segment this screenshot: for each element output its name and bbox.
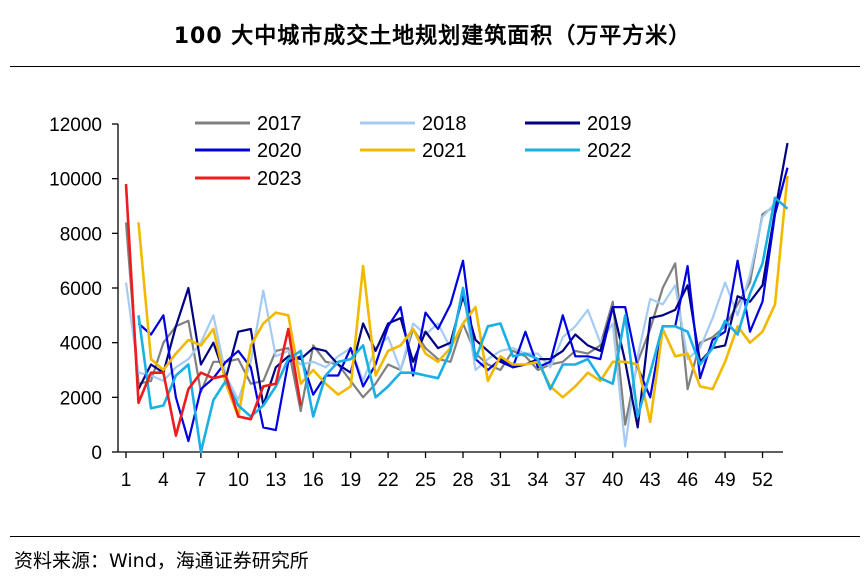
y-tick-label: 10000 xyxy=(49,170,102,191)
legend-label-2017: 2017 xyxy=(257,113,302,135)
y-tick-label: 6000 xyxy=(60,279,102,300)
x-tick-label: 16 xyxy=(303,470,324,491)
legend-label-2022: 2022 xyxy=(587,140,632,162)
series-line-2022 xyxy=(137,196,789,454)
x-tick-label: 37 xyxy=(565,470,586,491)
y-tick-label: 4000 xyxy=(60,334,102,355)
x-tick-label: 13 xyxy=(265,470,286,491)
title-divider xyxy=(10,66,860,67)
x-tick-label: 43 xyxy=(640,470,661,491)
x-tick-label: 22 xyxy=(378,470,399,491)
x-tick-label: 31 xyxy=(490,470,511,491)
series-line-2017 xyxy=(124,205,776,426)
chart-legend: 2017 2018 2019 2020 2021 2022 2023 xyxy=(195,113,632,190)
x-tick-label: 25 xyxy=(415,470,436,491)
x-tick-label: 52 xyxy=(752,470,773,491)
chart-axes: 0 2000 4000 6000 8000 10000 12000 1 4 7 10 13 16 19 22… xyxy=(49,115,783,491)
legend-label-2021: 2021 xyxy=(422,140,467,162)
y-tick-label: 2000 xyxy=(60,388,102,409)
x-tick-label: 7 xyxy=(196,470,207,491)
y-tick-label: 8000 xyxy=(60,224,102,245)
x-tick-label: 34 xyxy=(527,470,549,491)
series-line-2021 xyxy=(137,175,789,424)
x-tick-label: 40 xyxy=(602,470,623,491)
x-tick-label: 4 xyxy=(158,470,169,491)
y-tick-label: 12000 xyxy=(49,115,102,136)
x-tick-label: 49 xyxy=(715,470,736,491)
x-tick-label: 10 xyxy=(228,470,249,491)
legend-label-2018: 2018 xyxy=(422,113,467,135)
x-tick-label: 1 xyxy=(121,470,132,491)
x-tick-label: 46 xyxy=(677,470,698,491)
y-tick-label: 0 xyxy=(91,443,102,464)
legend-label-2020: 2020 xyxy=(257,140,302,162)
chart-plot-area xyxy=(124,142,789,454)
source-note: 资料来源：Wind，海通证券研究所 xyxy=(14,550,309,572)
legend-label-2019: 2019 xyxy=(587,113,632,135)
x-tick-label: 28 xyxy=(452,470,473,491)
x-tick-label: 19 xyxy=(340,470,361,491)
footer-divider xyxy=(10,536,860,537)
series-line-2023 xyxy=(124,184,302,437)
chart-title: 100 大中城市成交土地规划建筑面积（万平方米） xyxy=(173,24,692,49)
series-line-2018 xyxy=(124,202,776,448)
legend-label-2023: 2023 xyxy=(257,168,302,190)
